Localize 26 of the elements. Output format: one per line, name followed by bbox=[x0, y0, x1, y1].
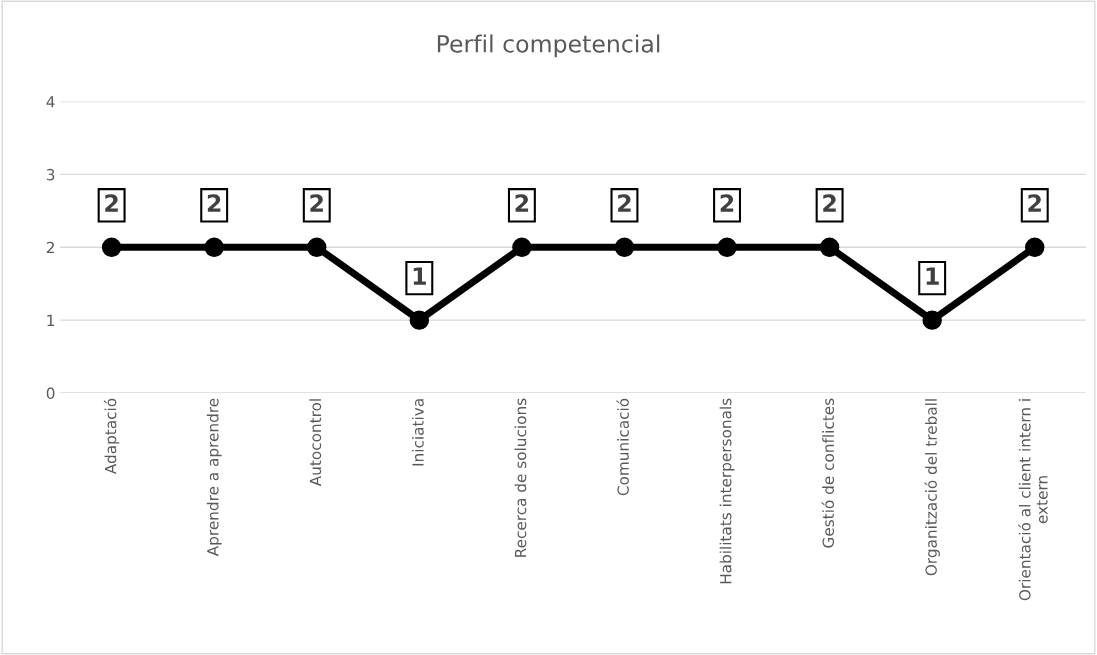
x-tick-label: Gestió de conflictes bbox=[821, 398, 835, 548]
y-tick-label: 3 bbox=[46, 168, 55, 181]
data-label: 2 bbox=[515, 194, 529, 212]
y-tick-label: 1 bbox=[47, 314, 55, 326]
x-tick-label: Autocontrol bbox=[309, 399, 322, 487]
data-label: 2 bbox=[720, 194, 734, 212]
data-label: 2 bbox=[310, 194, 323, 212]
y-tick-label: 4 bbox=[46, 96, 55, 108]
x-tick-label: Organització del treball bbox=[924, 399, 940, 576]
y-tick-label: 0 bbox=[46, 387, 55, 400]
data-label: 2 bbox=[823, 194, 836, 212]
x-tick-label: Aprendre a aprendre bbox=[206, 398, 222, 557]
y-tick-label: 2 bbox=[46, 241, 54, 254]
x-tick-label: Iniciativa bbox=[411, 399, 424, 466]
chart-title: Perfil competencial bbox=[437, 34, 660, 58]
x-tick-label: Adaptació bbox=[103, 398, 120, 475]
x-tick-label: Comunicació bbox=[616, 398, 629, 496]
x-tick-label: Habilitats interpersonals bbox=[719, 398, 735, 584]
data-label: 2 bbox=[1028, 194, 1041, 212]
data-label: 2 bbox=[207, 194, 221, 212]
x-tick-label: Recerca de solucions bbox=[514, 398, 527, 557]
data-label: 1 bbox=[413, 267, 426, 285]
data-label: 2 bbox=[105, 194, 118, 212]
data-label: 2 bbox=[618, 194, 631, 212]
x-tick-label: Orientació al client intern i extern bbox=[1018, 399, 1048, 601]
data-label: 1 bbox=[926, 267, 939, 285]
